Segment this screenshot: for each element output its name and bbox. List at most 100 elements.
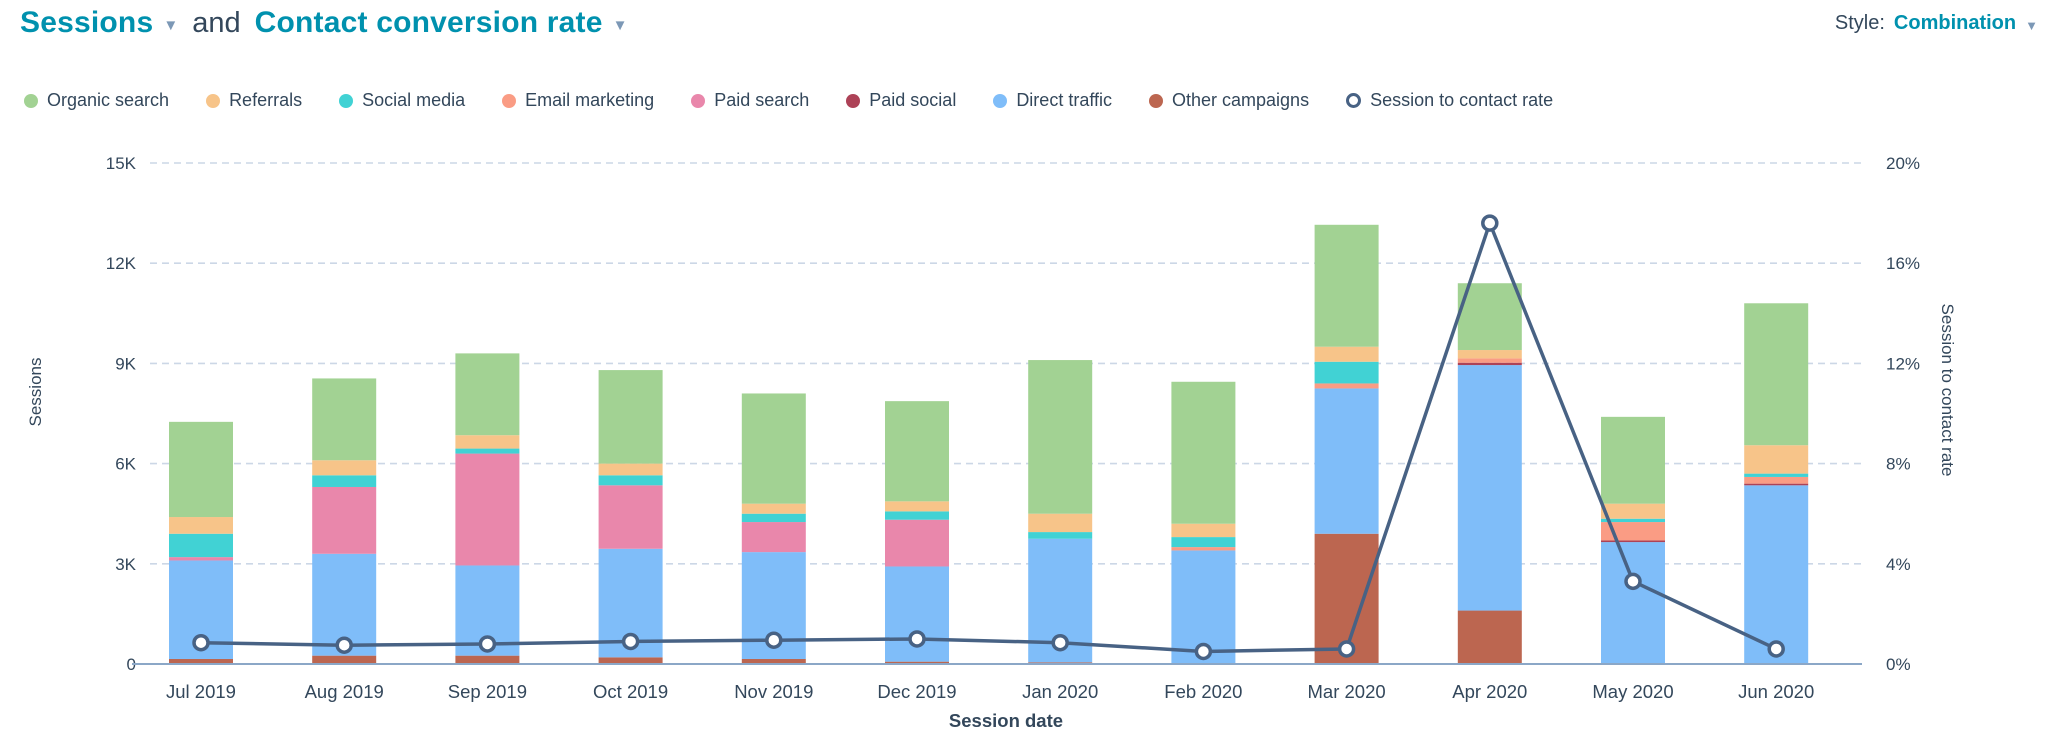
- bar-segment-referrals[interactable]: [312, 460, 377, 476]
- bar-segment-referrals[interactable]: [1314, 346, 1379, 362]
- bar-segment-referrals[interactable]: [598, 463, 663, 476]
- bar-segment-paid-search[interactable]: [455, 453, 520, 566]
- bar-segment-other-campaigns[interactable]: [455, 655, 520, 664]
- bar-segment-referrals[interactable]: [1601, 503, 1665, 519]
- right-axis-title: Session to contact rate: [1938, 303, 1957, 477]
- bar-segment-email-marketing[interactable]: [1314, 383, 1379, 389]
- bar-segment-email-marketing[interactable]: [1744, 476, 1809, 484]
- x-axis-label-jan-2020: Jan 2020: [1022, 681, 1098, 702]
- bar-segment-social-media[interactable]: [598, 475, 663, 486]
- bar-segment-social-media[interactable]: [169, 533, 233, 558]
- bar-segment-referrals[interactable]: [741, 503, 806, 514]
- bar-segment-organic-search[interactable]: [312, 378, 377, 461]
- bar-segment-referrals[interactable]: [1171, 523, 1236, 538]
- series-dot-icon: [1149, 93, 1163, 108]
- bar-segment-social-media[interactable]: [1314, 361, 1379, 384]
- line-point-jun-2020[interactable]: [1767, 640, 1785, 658]
- legend-label: Referrals: [229, 90, 303, 110]
- bar-segment-organic-search[interactable]: [1028, 360, 1093, 514]
- bar-segment-referrals[interactable]: [1028, 513, 1093, 533]
- bar-segment-organic-search[interactable]: [1171, 381, 1236, 524]
- bar-segment-paid-search[interactable]: [598, 485, 663, 549]
- x-axis-title: Session date: [948, 710, 1064, 731]
- bar-segment-other-campaigns[interactable]: [1457, 610, 1522, 664]
- bar-segment-other-campaigns[interactable]: [598, 657, 663, 664]
- bar-segment-referrals[interactable]: [1744, 445, 1809, 474]
- x-axis-label-sep-2019: Sep 2019: [448, 681, 527, 702]
- bar-segment-organic-search[interactable]: [885, 401, 949, 502]
- bar-segment-direct-traffic[interactable]: [1457, 365, 1522, 611]
- bar-segment-social-media[interactable]: [1171, 537, 1236, 548]
- line-point-feb-2020[interactable]: [1194, 642, 1213, 661]
- legend-item-paid-search[interactable]: Paid search: [691, 90, 809, 111]
- bar-segment-referrals[interactable]: [455, 435, 520, 449]
- style-label: Style:: [1834, 12, 1885, 34]
- legend-item-social-media[interactable]: Social media: [339, 90, 465, 111]
- legend-item-referrals[interactable]: Referrals: [206, 90, 302, 111]
- legend-item-paid-social[interactable]: Paid social: [846, 90, 956, 111]
- bar-segment-social-media[interactable]: [1744, 473, 1809, 477]
- chart-legend: Organic search Referrals Social media Email…: [24, 90, 1553, 111]
- bar-segment-paid-social[interactable]: [1744, 483, 1809, 486]
- line-point-nov-2019[interactable]: [765, 631, 783, 649]
- bar-segment-social-media[interactable]: [312, 475, 377, 487]
- legend-item-other-campaigns[interactable]: Other campaigns: [1149, 90, 1309, 111]
- bar-segment-email-marketing[interactable]: [1601, 522, 1665, 541]
- line-point-jan-2020[interactable]: [1051, 633, 1069, 652]
- bar-segment-paid-social[interactable]: [1457, 362, 1522, 366]
- bar-segment-organic-search[interactable]: [1457, 283, 1522, 351]
- bar-segment-social-media[interactable]: [1601, 518, 1665, 523]
- bar-segment-social-media[interactable]: [885, 511, 949, 520]
- bar-segment-organic-search[interactable]: [598, 370, 663, 464]
- bar-segment-organic-search[interactable]: [741, 393, 806, 504]
- legend-item-email-marketing[interactable]: Email marketing: [502, 90, 654, 111]
- metric-dropdown-conversion-rate[interactable]: Contact conversion rate ▼: [255, 6, 628, 40]
- bar-segment-organic-search[interactable]: [455, 353, 520, 436]
- line-point-sep-2019[interactable]: [478, 635, 497, 653]
- bar-segment-referrals[interactable]: [169, 517, 233, 534]
- bar-segment-paid-search[interactable]: [885, 519, 949, 567]
- line-point-aug-2019[interactable]: [335, 636, 353, 654]
- line-point-dec-2019[interactable]: [908, 630, 926, 648]
- bar-segment-other-campaigns[interactable]: [169, 658, 233, 664]
- bar-segment-direct-traffic[interactable]: [1601, 542, 1665, 664]
- legend-item-organic-search[interactable]: Organic search: [24, 90, 169, 111]
- style-selector[interactable]: Style: Combination ▼: [1835, 12, 2038, 35]
- legend-label: Other campaigns: [1172, 90, 1310, 110]
- line-point-oct-2019[interactable]: [621, 632, 640, 651]
- legend-label: Paid social: [869, 90, 957, 110]
- bar-segment-paid-social[interactable]: [1601, 540, 1665, 543]
- legend-item-session-to-contact-rate[interactable]: Session to contact rate: [1346, 90, 1553, 111]
- bar-segment-other-campaigns[interactable]: [885, 661, 949, 664]
- bar-segment-email-marketing[interactable]: [1457, 358, 1522, 363]
- bar-segment-paid-search[interactable]: [312, 486, 377, 554]
- bar-segment-other-campaigns[interactable]: [741, 658, 806, 664]
- bar-segment-social-media[interactable]: [1028, 532, 1093, 539]
- bar-segment-referrals[interactable]: [885, 501, 949, 512]
- x-axis-label-oct-2019: Oct 2019: [593, 681, 668, 702]
- bar-segment-organic-search[interactable]: [169, 421, 233, 518]
- bar-segment-paid-search[interactable]: [169, 557, 233, 561]
- x-axis-label-mar-2020: Mar 2020: [1308, 681, 1386, 702]
- legend-label: Direct traffic: [1016, 90, 1112, 110]
- bar-segment-social-media[interactable]: [741, 513, 806, 523]
- right-axis-tick: 16%: [1886, 254, 1920, 273]
- bar-segment-paid-search[interactable]: [741, 522, 806, 553]
- legend-item-direct-traffic[interactable]: Direct traffic: [993, 90, 1112, 111]
- bar-segment-social-media[interactable]: [455, 448, 520, 454]
- style-value[interactable]: Combination: [1893, 12, 2017, 34]
- bar-segment-direct-traffic[interactable]: [1744, 485, 1809, 664]
- bar-segment-referrals[interactable]: [1457, 350, 1522, 359]
- bar-segment-direct-traffic[interactable]: [1314, 388, 1379, 534]
- line-point-mar-2020[interactable]: [1337, 640, 1356, 658]
- bar-segment-organic-search[interactable]: [1601, 416, 1665, 504]
- line-point-may-2020[interactable]: [1624, 572, 1642, 591]
- metric-dropdown-sessions[interactable]: Sessions ▼: [20, 6, 178, 40]
- bar-segment-other-campaigns[interactable]: [312, 655, 377, 664]
- bar-segment-organic-search[interactable]: [1314, 224, 1379, 347]
- series-dot-icon: [206, 93, 221, 108]
- line-point-jul-2019[interactable]: [192, 633, 210, 652]
- bar-segment-email-marketing[interactable]: [1171, 547, 1236, 551]
- bar-segment-organic-search[interactable]: [1744, 303, 1809, 446]
- line-point-apr-2020[interactable]: [1481, 214, 1499, 232]
